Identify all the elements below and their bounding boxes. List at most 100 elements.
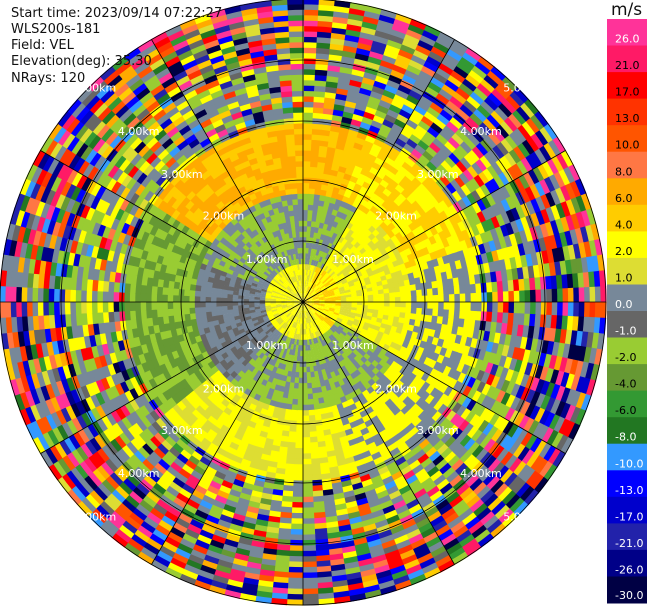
velocity-gate — [354, 329, 362, 335]
velocity-gate — [385, 485, 400, 496]
velocity-gate — [317, 293, 324, 297]
velocity-gate — [411, 393, 422, 405]
velocity-gate — [335, 298, 342, 301]
velocity-gate — [328, 202, 336, 210]
velocity-gate — [303, 279, 306, 286]
velocity-gate — [311, 307, 318, 312]
velocity-gate — [383, 49, 400, 60]
velocity-gate — [484, 321, 492, 333]
velocity-gate — [308, 303, 314, 307]
velocity-gate — [303, 225, 308, 232]
velocity-gate — [326, 185, 335, 193]
velocity-gate — [594, 302, 602, 319]
velocity-gate — [378, 270, 386, 278]
velocity-gate — [405, 307, 412, 314]
velocity-gate — [533, 476, 549, 494]
velocity-gate — [327, 348, 334, 356]
velocity-gate — [333, 288, 340, 293]
velocity-gate — [319, 315, 325, 321]
velocity-gate — [307, 204, 314, 211]
velocity-gate — [456, 394, 468, 407]
velocity-gate — [303, 101, 315, 108]
velocity-gate — [481, 302, 488, 313]
velocity-gate — [311, 133, 322, 141]
velocity-gate — [466, 215, 477, 228]
velocity-gate — [406, 568, 425, 581]
velocity-gate — [429, 387, 440, 399]
velocity-gate — [318, 150, 328, 158]
velocity-gate — [312, 305, 319, 309]
velocity-gate — [455, 87, 472, 101]
velocity-gate — [569, 359, 579, 377]
velocity-gate — [509, 91, 526, 108]
velocity-gate — [372, 309, 379, 315]
velocity-gate — [333, 276, 340, 282]
velocity-gate — [312, 123, 323, 130]
velocity-gate — [289, 528, 303, 536]
velocity-gate — [324, 316, 331, 322]
velocity-gate — [466, 192, 478, 206]
velocity-gate — [323, 234, 329, 242]
velocity-gate — [508, 497, 525, 514]
velocity-gate — [502, 76, 519, 93]
velocity-gate — [544, 397, 557, 414]
velocity-gate — [426, 160, 438, 173]
velocity-gate — [468, 319, 476, 330]
velocity-gate — [303, 128, 313, 135]
velocity-gate — [377, 19, 395, 30]
velocity-gate — [302, 458, 312, 465]
velocity-gate — [363, 139, 375, 149]
velocity-gate — [499, 185, 512, 200]
velocity-gate — [406, 138, 419, 150]
velocity-gate — [524, 362, 534, 377]
velocity-gate — [332, 238, 339, 246]
velocity-gate — [325, 151, 336, 160]
velocity-gate — [520, 216, 531, 231]
velocity-gate — [351, 299, 358, 303]
velocity-gate — [419, 400, 430, 412]
velocity-gate — [516, 160, 529, 176]
velocity-gate — [467, 441, 481, 456]
velocity-gate — [423, 357, 433, 367]
velocity-gate — [495, 322, 503, 335]
velocity-gate — [559, 260, 568, 276]
velocity-gate — [529, 151, 543, 168]
velocity-gate — [365, 283, 373, 289]
velocity-gate — [367, 294, 374, 299]
velocity-gate — [405, 28, 424, 41]
velocity-gate — [539, 126, 554, 144]
velocity-gate — [447, 388, 459, 401]
velocity-gate — [432, 308, 439, 317]
velocity-gate — [425, 281, 433, 290]
velocity-gate — [303, 198, 309, 205]
velocity-gate — [571, 316, 580, 332]
velocity-gate — [441, 57, 458, 72]
velocity-gate — [432, 439, 445, 452]
velocity-gate — [357, 422, 368, 432]
velocity-gate — [491, 311, 499, 324]
velocity-gate — [383, 549, 401, 561]
velocity-gate — [500, 120, 515, 136]
velocity-gate — [349, 260, 357, 268]
velocity-gate — [423, 268, 431, 277]
velocity-gate — [301, 577, 318, 585]
velocity-gate — [406, 194, 417, 205]
velocity-gate — [408, 278, 416, 286]
velocity-gate — [469, 177, 481, 191]
velocity-gate — [313, 285, 319, 291]
velocity-gate — [572, 273, 580, 289]
velocity-gate — [541, 427, 555, 444]
velocity-gate — [385, 273, 393, 280]
velocity-gate — [495, 201, 507, 215]
velocity-gate — [226, 305, 233, 310]
velocity-gate — [438, 331, 447, 341]
velocity-gate — [405, 171, 417, 182]
velocity-gate — [303, 236, 307, 243]
velocity-gate — [324, 281, 330, 287]
velocity-gate — [508, 457, 523, 474]
velocity-gate — [345, 324, 352, 330]
velocity-gate — [354, 316, 362, 321]
velocity-gate — [466, 457, 481, 472]
velocity-gate — [539, 178, 552, 196]
velocity-gate — [307, 294, 313, 299]
